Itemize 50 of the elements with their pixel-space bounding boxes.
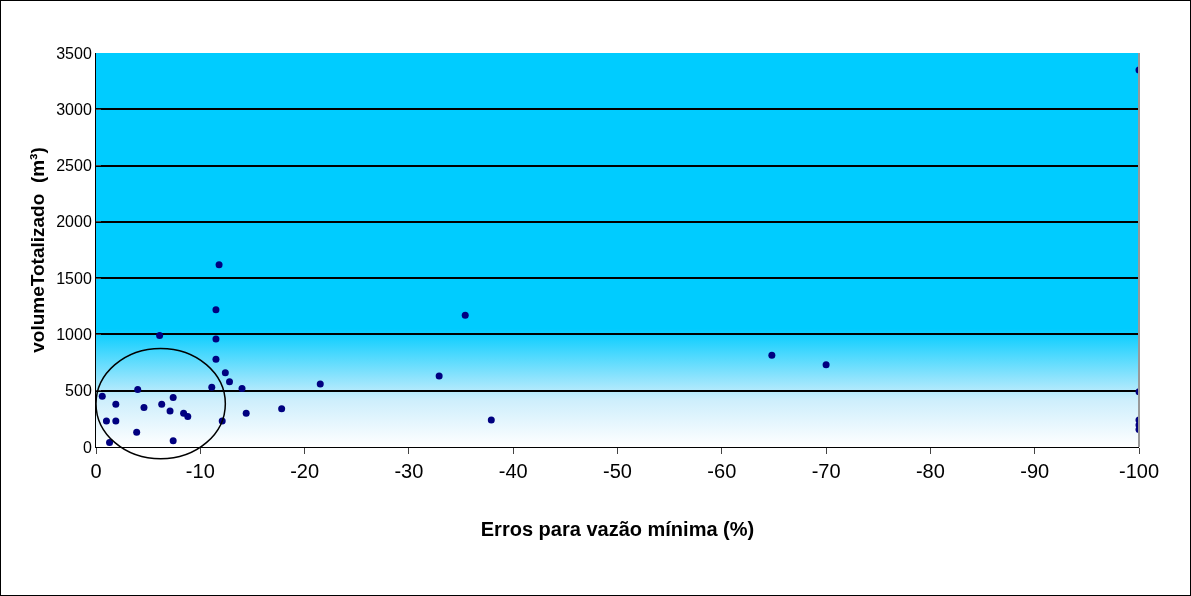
point [133, 428, 141, 436]
x-tick-label: -100 [1118, 460, 1160, 482]
point [212, 335, 220, 343]
y-tick-label: 3000 [56, 100, 92, 118]
point [487, 416, 495, 424]
point [134, 386, 142, 394]
y-tick-label: 2000 [56, 213, 92, 231]
point [140, 404, 148, 412]
point [169, 393, 177, 401]
point [106, 439, 114, 446]
x-tick-label: -80 [915, 460, 945, 482]
point [215, 261, 223, 269]
x-tick-label: -90 [1020, 460, 1050, 482]
point [461, 311, 469, 319]
point [184, 413, 192, 421]
x-axis-title: Erros para vazão mínima (%) [480, 517, 755, 540]
point [98, 392, 106, 400]
y-axis-title: volumeTotalizado (m³) [27, 147, 49, 353]
point [208, 383, 216, 391]
y-tick-label: 1000 [56, 326, 92, 344]
point [316, 380, 324, 388]
point [435, 372, 443, 380]
point [102, 417, 110, 425]
point [221, 369, 229, 377]
x-tick-label: -10 [185, 460, 215, 482]
y-tick-label: 1500 [56, 269, 92, 287]
x-tick-label: -40 [498, 460, 528, 482]
y-tick-label: 500 [65, 382, 92, 400]
x-tick-label: -70 [811, 460, 841, 482]
y-tick-label: 3500 [56, 44, 92, 62]
point [822, 361, 830, 369]
x-tick-label: -60 [707, 460, 737, 482]
point [212, 355, 220, 363]
point [156, 332, 164, 340]
point [768, 351, 776, 359]
y-tick-label: 0 [82, 438, 92, 456]
point [112, 417, 120, 425]
x-tick-label: -50 [603, 460, 632, 482]
x-tick-label: -30 [394, 460, 424, 482]
point [158, 400, 166, 408]
point [169, 437, 177, 445]
point [278, 405, 286, 413]
point [226, 378, 233, 386]
point [166, 407, 174, 415]
point [112, 400, 120, 408]
y-tick-label: 2500 [56, 157, 92, 175]
point [242, 409, 250, 417]
x-tick-label: -20 [290, 460, 320, 482]
point [238, 384, 246, 392]
point [212, 306, 220, 314]
